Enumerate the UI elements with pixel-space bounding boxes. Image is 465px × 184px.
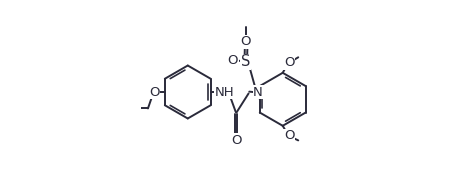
Text: O: O [284,129,294,142]
Text: NH: NH [214,86,234,98]
Text: O: O [149,86,159,98]
Text: N: N [253,86,263,98]
Text: O: O [284,56,294,69]
Text: S: S [240,54,250,69]
Text: O: O [231,134,241,147]
Text: O: O [227,54,238,67]
Text: O: O [240,35,251,48]
